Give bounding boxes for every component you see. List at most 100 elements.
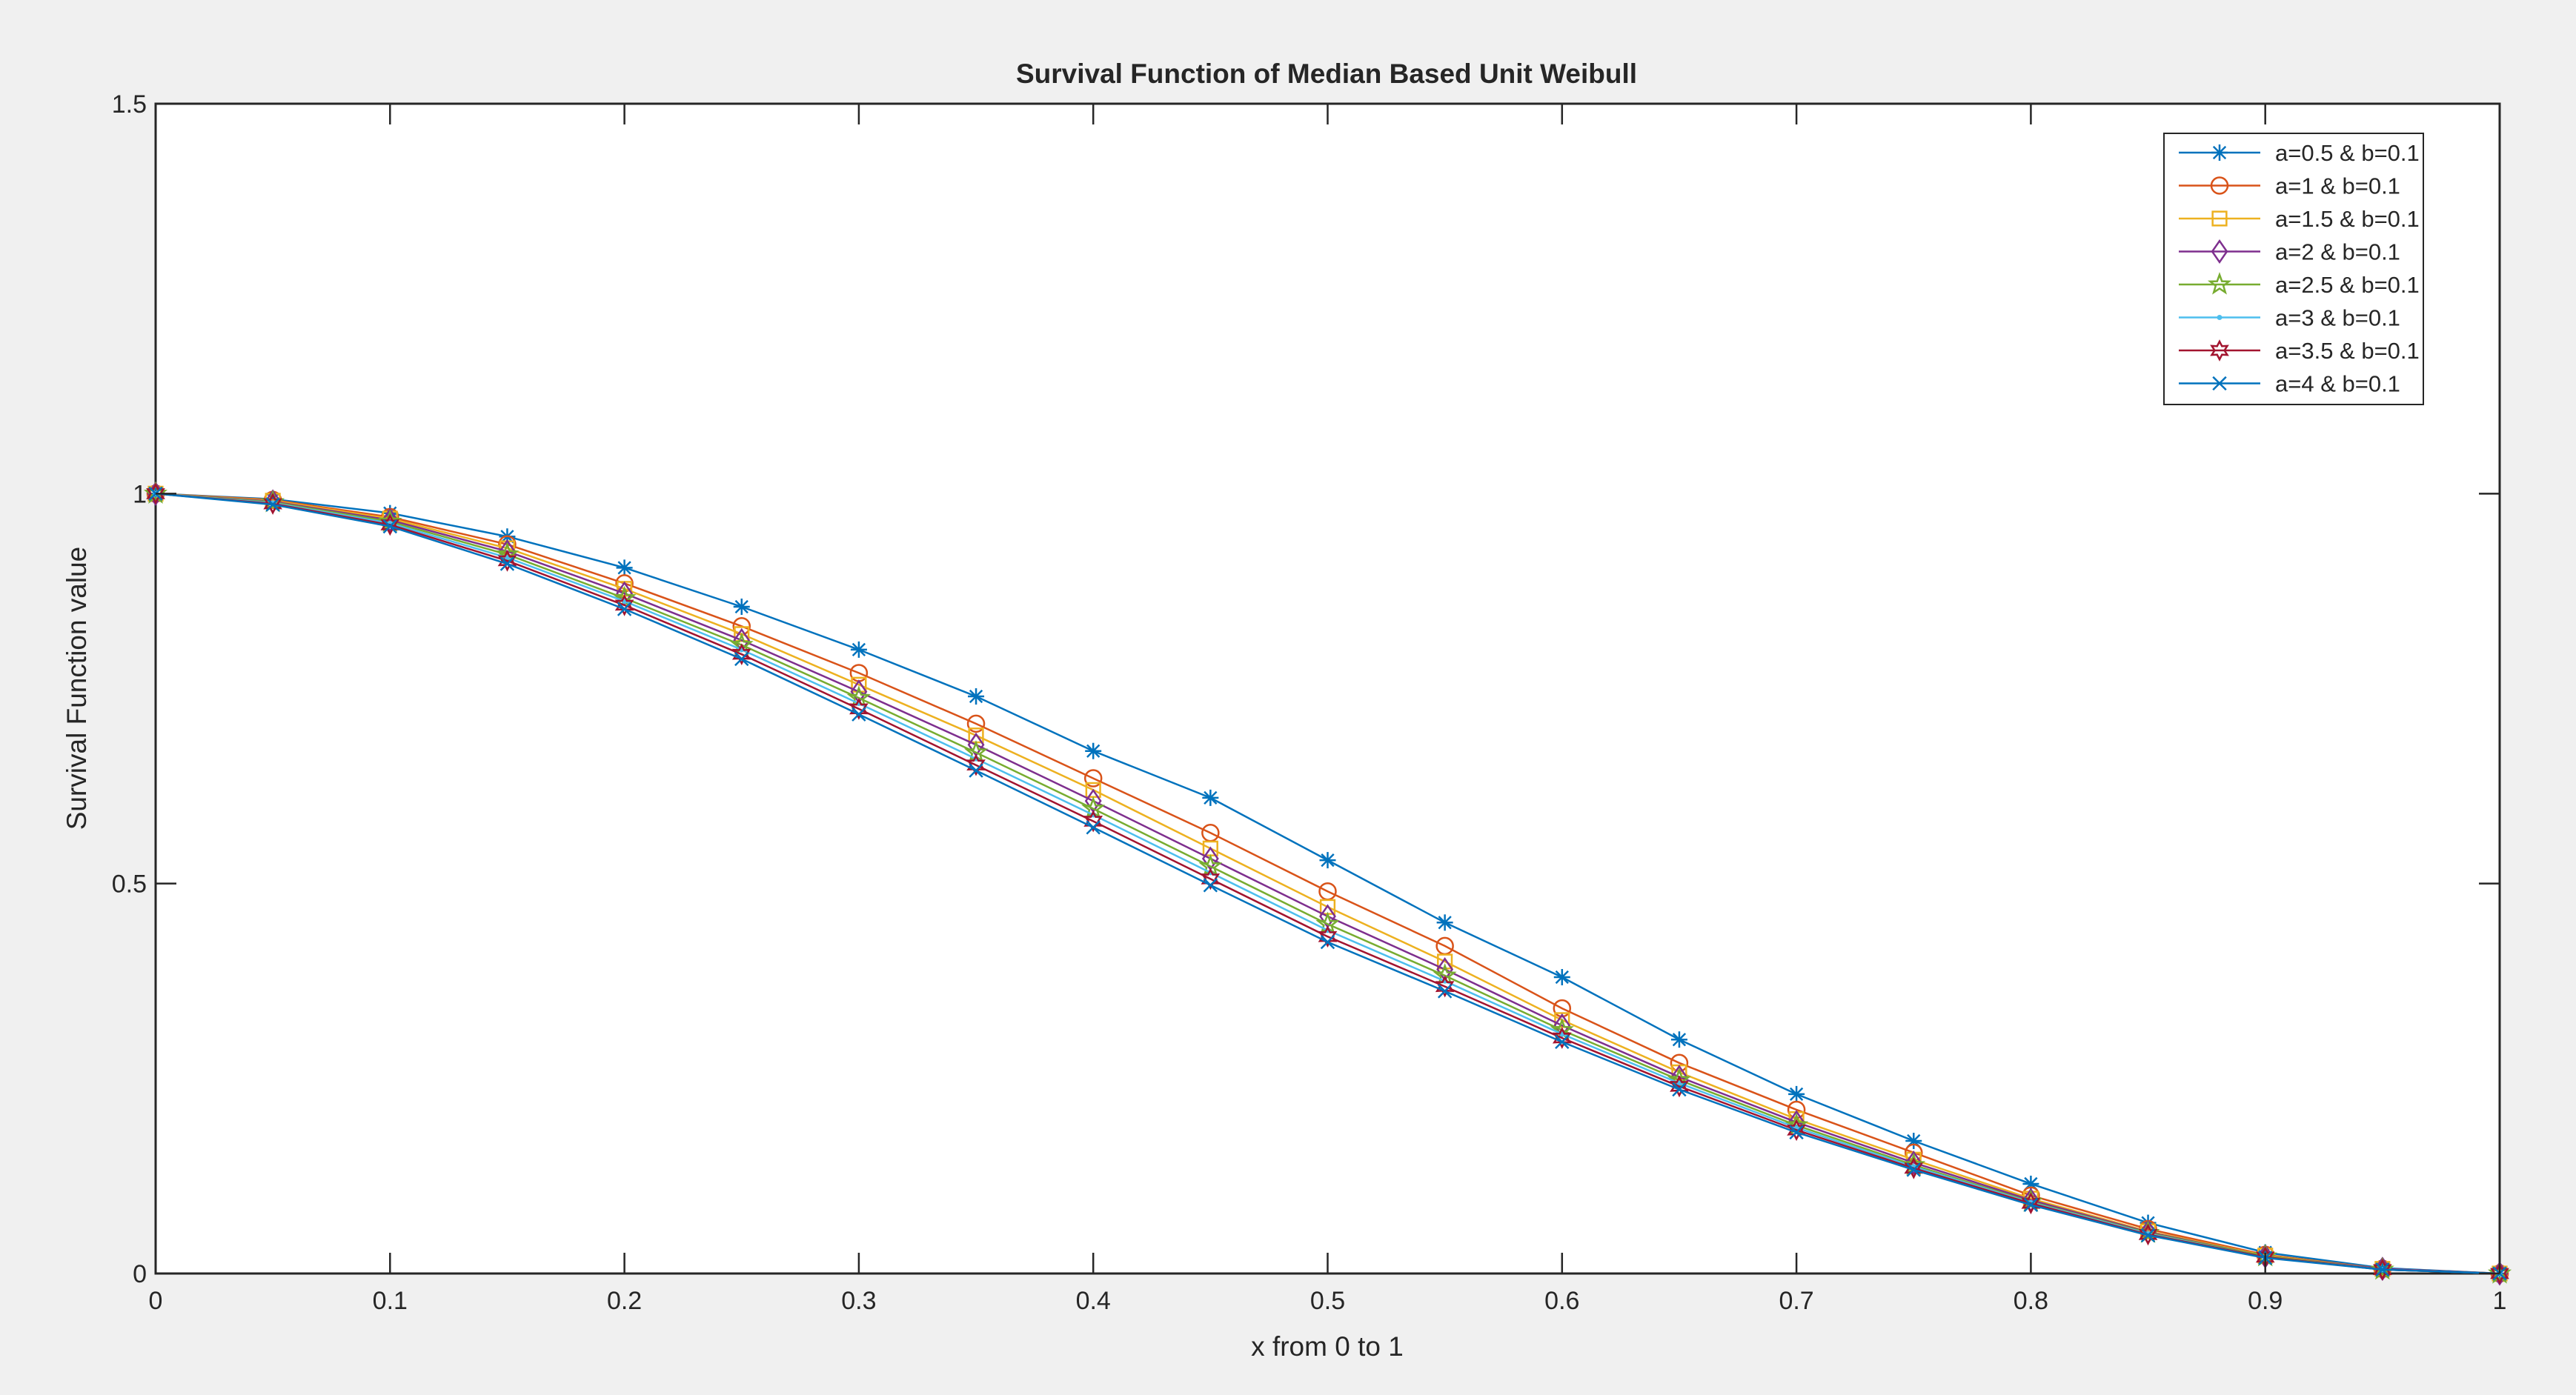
x-tick-label: 0.5 xyxy=(1310,1287,1345,1315)
legend-item: a=2.5 & b=0.1 xyxy=(2179,272,2420,298)
data-point xyxy=(1672,1082,1687,1097)
series-8 xyxy=(148,486,2507,1281)
data-point xyxy=(2490,1262,2509,1285)
data-point xyxy=(614,594,634,616)
x-tick-label: 0.9 xyxy=(2248,1287,2283,1315)
legend-label: a=2.5 & b=0.1 xyxy=(2275,272,2420,298)
data-point xyxy=(1904,1157,1924,1179)
legend-marker xyxy=(2217,315,2223,320)
y-axis-label: Survival Function value xyxy=(62,547,92,830)
data-point xyxy=(381,507,399,533)
x-tick-label: 1 xyxy=(2493,1287,2507,1315)
x-tick-label: 0.7 xyxy=(1779,1287,1813,1315)
legend-label: a=3 & b=0.1 xyxy=(2275,305,2400,331)
data-point xyxy=(852,707,866,722)
data-point xyxy=(616,559,633,576)
legend-marker xyxy=(2211,239,2228,264)
data-point xyxy=(1670,1031,1687,1048)
data-point xyxy=(2375,1262,2390,1277)
data-point xyxy=(2373,1258,2392,1281)
data-point xyxy=(615,574,634,593)
data-point xyxy=(1201,868,1221,890)
data-point xyxy=(1083,769,1103,788)
data-point xyxy=(617,602,632,616)
y-tick-label: 0 xyxy=(133,1260,147,1288)
data-point xyxy=(2138,1223,2158,1246)
y-tick-label: 1.5 xyxy=(112,90,147,119)
legend-label: a=3.5 & b=0.1 xyxy=(2275,338,2420,364)
legend-marker xyxy=(2212,376,2227,391)
data-point xyxy=(1203,878,1218,893)
data-point xyxy=(734,651,749,667)
data-point xyxy=(146,482,165,505)
data-point xyxy=(1083,810,1103,833)
legend-label: a=4 & b=0.1 xyxy=(2275,371,2400,397)
data-point xyxy=(497,550,517,572)
legend-item: a=3.5 & b=0.1 xyxy=(2179,338,2420,364)
x-tick-label: 0.3 xyxy=(841,1287,876,1315)
y-tick-label: 1 xyxy=(133,480,147,508)
data-point xyxy=(1906,1162,1921,1177)
x-tick-label: 0.6 xyxy=(1544,1287,1579,1315)
x-tick-label: 0.4 xyxy=(1076,1287,1111,1315)
data-point xyxy=(1318,925,1338,948)
x-tick-label: 0.1 xyxy=(373,1287,408,1315)
data-point xyxy=(1670,1075,1689,1098)
legend-marker xyxy=(2207,272,2232,295)
legend-item: a=1 & b=0.1 xyxy=(2179,173,2400,199)
x-tick-label: 0 xyxy=(149,1287,163,1315)
data-point xyxy=(1319,852,1336,869)
data-point xyxy=(733,598,750,615)
data-point xyxy=(263,493,282,515)
data-point xyxy=(1202,789,1219,806)
x-tick-label: 0.8 xyxy=(2014,1287,2048,1315)
y-tick-label: 0.5 xyxy=(112,870,147,899)
legend-items: a=0.5 & b=0.1 a=1 & b=0.1 a=1.5 & b=0.1 a=2… xyxy=(2179,140,2420,397)
series-line xyxy=(155,493,2500,1275)
chart-title: Survival Function of Median Based Unit W… xyxy=(1016,59,1637,89)
legend-item: a=2 & b=0.1 xyxy=(2179,239,2400,265)
data-point xyxy=(850,641,867,658)
data-point xyxy=(1436,914,1453,931)
data-point xyxy=(1435,975,1455,998)
data-point xyxy=(849,698,869,720)
legend-label: a=1.5 & b=0.1 xyxy=(2275,206,2420,232)
legend-item: a=0.5 & b=0.1 xyxy=(2179,140,2420,166)
x-tick-label: 0.2 xyxy=(607,1287,642,1315)
data-point xyxy=(1086,820,1101,835)
data-point xyxy=(966,753,986,776)
x-axis-label: x from 0 to 1 xyxy=(1251,1331,1404,1362)
data-point xyxy=(968,688,985,705)
data-point xyxy=(2021,1192,2041,1215)
data-point xyxy=(1555,1034,1570,1050)
legend-item: a=3 & b=0.1 xyxy=(2179,305,2400,331)
data-point xyxy=(616,581,634,606)
legend-marker xyxy=(2210,176,2229,195)
data-point xyxy=(731,643,751,666)
series-7 xyxy=(146,482,2509,1285)
plot-area: 0 0.1 0.2 0.3 0.4 0.5 0.6 0.7 0.8 0.9 1 0 0.5 1 1.5 xyxy=(112,90,2512,1315)
data-point xyxy=(1553,968,1570,985)
data-point xyxy=(1437,984,1453,999)
data-point xyxy=(382,519,397,534)
data-point xyxy=(499,556,515,571)
legend-label: a=1 & b=0.1 xyxy=(2275,173,2400,199)
legend-marker xyxy=(2211,144,2228,161)
data-point xyxy=(1789,1125,1804,1140)
data-point xyxy=(499,539,516,564)
data-point xyxy=(966,714,986,733)
data-point xyxy=(2140,1228,2156,1243)
legend: a=0.5 & b=0.1 a=1 & b=0.1 a=1.5 & b=0.1 a=2… xyxy=(2163,133,2424,405)
data-point xyxy=(1787,1119,1806,1142)
data-point xyxy=(1320,934,1335,950)
data-point xyxy=(1905,1151,1922,1176)
legend-marker xyxy=(2210,339,2229,362)
data-point xyxy=(1085,742,1102,759)
data-point xyxy=(1670,1065,1688,1090)
tick-layer: 0 0.1 0.2 0.3 0.4 0.5 0.6 0.7 0.8 0.9 1 0 0.5 1 1.5 xyxy=(112,90,2507,1315)
series-layer xyxy=(143,481,2512,1286)
data-point xyxy=(380,513,400,536)
data-point xyxy=(1554,1012,1570,1028)
series-line xyxy=(155,493,2500,1275)
